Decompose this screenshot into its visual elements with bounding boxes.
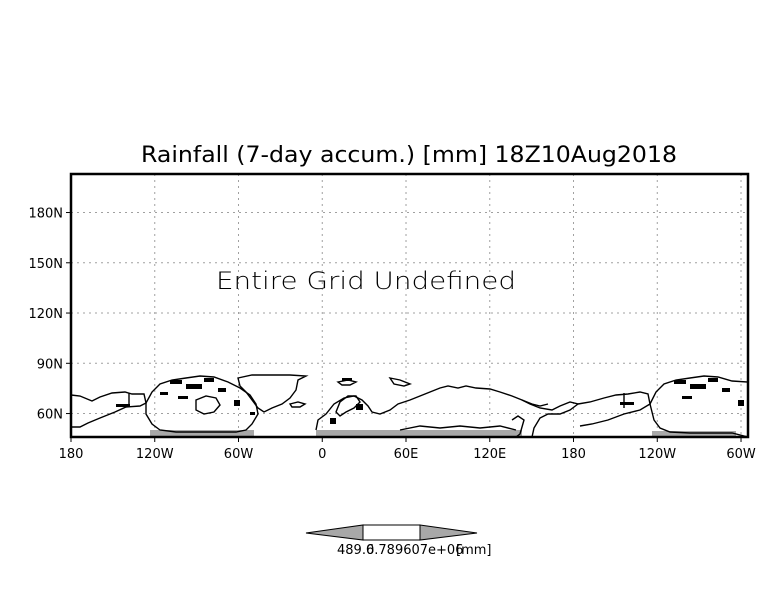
island <box>186 384 202 389</box>
island <box>234 400 240 406</box>
undefined-grid-annotation: Entire Grid Undefined <box>216 267 516 295</box>
x-tick-label: 120W <box>638 447 676 462</box>
x-tick-label: 0 <box>318 447 326 462</box>
island <box>722 388 730 392</box>
y-axis: 60N 90N 120N 150N 180N <box>28 207 71 423</box>
island <box>250 412 255 415</box>
x-tick-label: 120W <box>136 447 174 462</box>
island <box>178 396 188 399</box>
colorbar-low-triangle <box>306 525 363 540</box>
colorbar-label-high: 0.789607e+06 <box>366 543 463 558</box>
x-tick-label: 180 <box>59 447 84 462</box>
colorbar-high-triangle <box>420 525 477 540</box>
island <box>342 378 352 381</box>
island <box>356 404 363 410</box>
y-tick-label: 60N <box>37 408 63 423</box>
island <box>204 378 214 382</box>
x-axis: 180 120W 60W 0 60E 120E 180 120W 60W <box>59 437 756 462</box>
x-tick-label: 180 <box>561 447 586 462</box>
island <box>620 402 634 405</box>
island <box>682 396 692 399</box>
plot-background <box>71 174 748 437</box>
y-tick-label: 120N <box>28 307 63 322</box>
colorbar: 489.6 0.789607e+06 [mm] <box>306 525 491 558</box>
colorbar-units: [mm] <box>456 543 491 558</box>
island <box>674 380 686 384</box>
x-tick-label: 60E <box>394 447 419 462</box>
x-tick-label: 60W <box>726 447 756 462</box>
island <box>708 378 718 382</box>
y-tick-label: 150N <box>28 257 63 272</box>
island <box>218 388 226 392</box>
plot-area: Entire Grid Undefined <box>71 174 748 437</box>
colorbar-fill <box>363 525 420 540</box>
y-tick-label: 180N <box>28 207 63 222</box>
island <box>330 418 336 424</box>
island <box>116 404 130 407</box>
island <box>690 384 706 389</box>
x-tick-label: 120E <box>473 447 506 462</box>
island <box>170 380 182 384</box>
island <box>160 392 168 395</box>
y-tick-label: 90N <box>37 357 63 372</box>
x-tick-label: 60W <box>224 447 254 462</box>
island <box>738 400 744 406</box>
chart-title: Rainfall (7-day accum.) [mm] 18Z10Aug201… <box>141 143 677 168</box>
